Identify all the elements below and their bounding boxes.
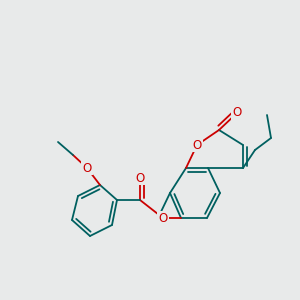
Text: O: O (158, 212, 168, 224)
Text: O: O (192, 139, 202, 152)
Text: O: O (82, 161, 91, 175)
Text: O: O (135, 172, 145, 184)
Text: O: O (232, 106, 242, 119)
